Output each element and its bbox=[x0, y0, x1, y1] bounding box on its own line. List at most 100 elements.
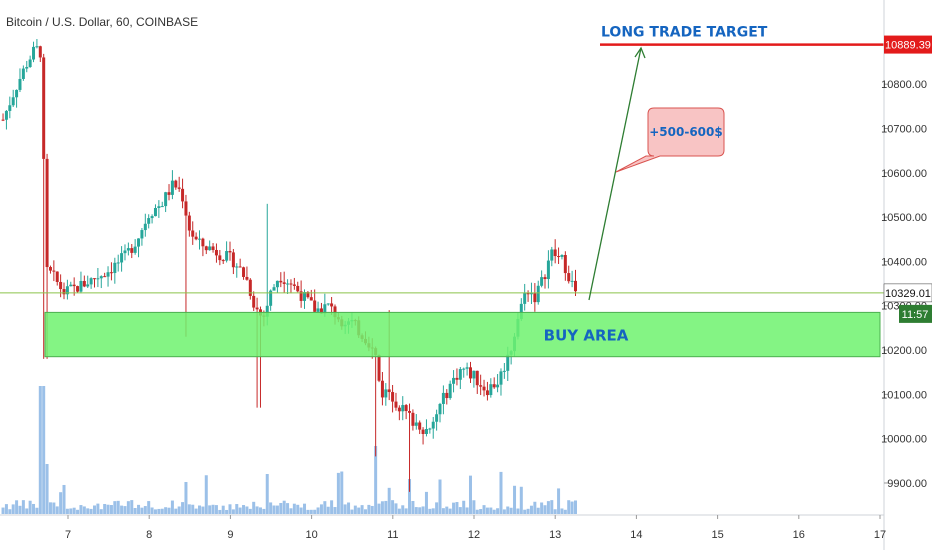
volume-bar bbox=[303, 503, 307, 514]
volume-bar bbox=[214, 505, 218, 514]
volume-bar bbox=[194, 508, 198, 514]
volume-bar bbox=[65, 508, 69, 514]
candle-body bbox=[184, 201, 188, 216]
volume-bar bbox=[411, 500, 415, 514]
volume-bar bbox=[79, 505, 83, 514]
volume-bar bbox=[265, 474, 269, 514]
candle-body bbox=[496, 384, 500, 388]
candle-body bbox=[303, 292, 307, 301]
volume-bar bbox=[157, 508, 161, 514]
volume-bar bbox=[394, 503, 398, 514]
volume-bar bbox=[428, 508, 432, 514]
volume-bar bbox=[42, 386, 46, 514]
candle-body bbox=[391, 392, 395, 402]
candle-body bbox=[479, 385, 483, 387]
candle-body bbox=[8, 105, 12, 111]
candle-body bbox=[221, 260, 225, 262]
volume-bar bbox=[441, 508, 445, 514]
candle-body bbox=[137, 238, 141, 247]
volume-bar bbox=[340, 471, 344, 514]
candle-body bbox=[435, 414, 439, 422]
candle-body bbox=[533, 293, 537, 303]
volume-bar bbox=[238, 507, 242, 514]
volume-bar bbox=[435, 502, 439, 514]
volume-bar bbox=[452, 502, 456, 514]
candle-body bbox=[76, 286, 80, 292]
volume-bar bbox=[164, 507, 168, 514]
candle-body bbox=[99, 276, 103, 279]
candle-body bbox=[235, 266, 239, 268]
volume-bar bbox=[377, 503, 381, 514]
candle-body bbox=[540, 277, 544, 286]
volume-bar bbox=[35, 507, 39, 514]
volume-bar bbox=[62, 484, 66, 514]
volume-bar bbox=[485, 507, 489, 514]
candle-body bbox=[126, 248, 130, 251]
volume-bar bbox=[397, 508, 401, 514]
candle-body bbox=[452, 377, 456, 384]
volume-bar bbox=[468, 475, 472, 514]
last-price-tag bbox=[883, 283, 932, 303]
volume-bar bbox=[228, 504, 232, 514]
candle-body bbox=[28, 59, 32, 68]
volume-bar bbox=[479, 509, 483, 514]
candle-body bbox=[150, 216, 154, 219]
projection-arrow-head bbox=[634, 46, 646, 59]
volume-bar bbox=[458, 507, 462, 514]
price-tick-label: 10100.00 bbox=[881, 389, 927, 401]
candle-body bbox=[113, 262, 117, 274]
price-tick-label: 10200.00 bbox=[881, 345, 927, 357]
candle-body bbox=[279, 280, 283, 283]
volume-bar bbox=[38, 386, 42, 514]
volume-bar bbox=[292, 503, 296, 514]
candle-body bbox=[116, 262, 120, 264]
candle-body bbox=[181, 188, 185, 202]
volume-bar bbox=[391, 500, 395, 514]
candle-body bbox=[214, 249, 218, 256]
candle-body bbox=[55, 271, 59, 282]
candle-body bbox=[414, 422, 418, 426]
candle-body bbox=[296, 285, 300, 292]
volume-bar bbox=[462, 500, 466, 514]
volume-bar bbox=[140, 507, 144, 514]
volume-bar bbox=[191, 504, 195, 514]
candle-body bbox=[519, 303, 523, 319]
candle-body bbox=[96, 278, 100, 280]
time-tick-label: 7 bbox=[65, 529, 71, 541]
candle-body bbox=[458, 369, 462, 380]
candle-body bbox=[536, 285, 540, 303]
volume-bar bbox=[252, 501, 256, 514]
volume-bar bbox=[45, 464, 49, 514]
candle-body bbox=[62, 289, 66, 295]
volume-bar bbox=[523, 509, 527, 514]
candle-body bbox=[11, 97, 15, 106]
volume-bar bbox=[513, 485, 517, 514]
candle-body bbox=[153, 207, 157, 217]
volume-bar bbox=[309, 509, 313, 514]
projection-arrow-line bbox=[588, 47, 642, 301]
volume-bar bbox=[225, 509, 229, 514]
candle-body bbox=[82, 280, 86, 287]
volume-bar bbox=[336, 472, 340, 514]
candle-body bbox=[52, 270, 56, 272]
volume-bar bbox=[133, 507, 137, 514]
volume-bar bbox=[384, 500, 388, 514]
time-tick-label: 11 bbox=[387, 529, 398, 541]
candle-body bbox=[255, 307, 259, 310]
candle-body bbox=[4, 110, 8, 120]
volume-bar bbox=[218, 509, 222, 514]
volume-bar bbox=[299, 507, 303, 514]
volume-bar bbox=[211, 504, 215, 514]
candle-body bbox=[32, 46, 36, 60]
volume-bar bbox=[187, 504, 191, 514]
candle-body bbox=[468, 367, 472, 379]
volume-bar bbox=[370, 505, 374, 514]
volume-bar bbox=[1, 507, 5, 514]
time-tick-label: 8 bbox=[146, 529, 152, 541]
volume-bar bbox=[109, 505, 113, 514]
volume-bar bbox=[550, 500, 554, 514]
volume-bar bbox=[289, 508, 293, 514]
volume-bar bbox=[147, 501, 151, 514]
candle-body bbox=[570, 280, 574, 282]
